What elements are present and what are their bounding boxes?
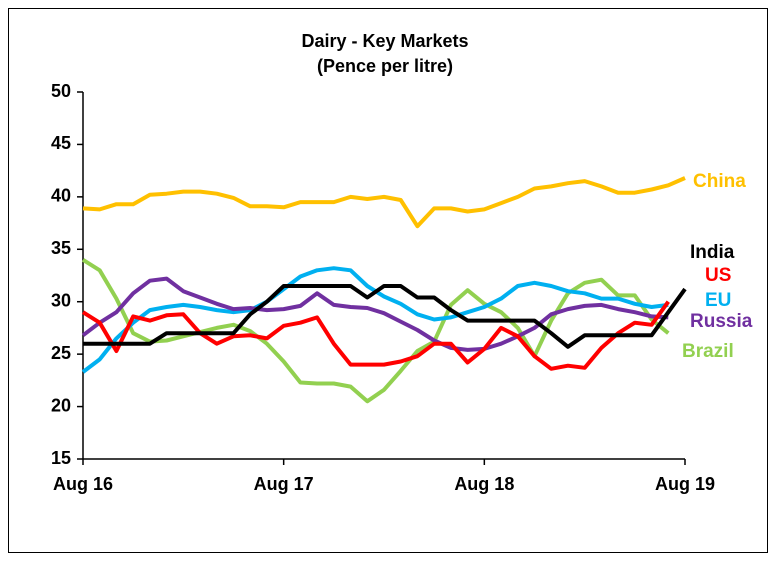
series-label: Russia (690, 311, 753, 332)
y-tick-label: 45 (51, 133, 71, 153)
series-label: Brazil (682, 341, 734, 362)
x-tick-label: Aug 18 (454, 474, 514, 494)
series-label: China (693, 171, 746, 192)
x-tick-label: Aug 19 (655, 474, 715, 494)
chart-frame (8, 8, 768, 553)
series-line (81, 276, 669, 352)
y-tick-label: 50 (51, 81, 71, 101)
y-tick-label: 25 (51, 343, 71, 363)
series-line (83, 284, 687, 349)
x-tick-label: Aug 17 (254, 474, 314, 494)
y-tick-label: 35 (51, 238, 71, 258)
series-label: EU (705, 290, 731, 311)
y-tick-label: 30 (51, 290, 71, 310)
chart-subtitle: (Pence per litre) (317, 56, 453, 76)
series-line (82, 176, 686, 229)
series-label: US (705, 265, 731, 286)
y-tick-label: 40 (51, 186, 71, 206)
y-tick-label: 20 (51, 395, 71, 415)
x-tick-label: Aug 16 (53, 474, 113, 494)
series-label: India (690, 242, 735, 263)
series-line (81, 300, 670, 371)
y-tick-label: 15 (51, 448, 71, 468)
chart-title: Dairy - Key Markets (301, 31, 468, 51)
